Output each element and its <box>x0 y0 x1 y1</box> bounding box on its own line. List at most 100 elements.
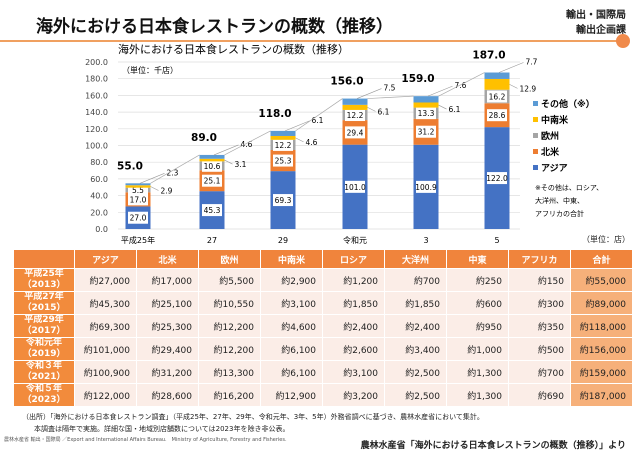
table-cell: 約1,850 <box>323 292 384 314</box>
table-cell: 約2,500 <box>385 361 446 383</box>
table-row: 平成27年 （2015） 約45,300 約25,100 約10,550 約3,100 約1… <box>14 292 632 314</box>
logo-flower-icon <box>616 34 630 48</box>
y-tick-label: 20.0 <box>90 208 108 217</box>
legend-swatch <box>533 117 538 122</box>
chart-note: 大洋州、中東、 <box>535 196 584 205</box>
table-cell: 約2,600 <box>323 338 384 360</box>
y-tick-label: 100.0 <box>85 142 108 151</box>
leader-line <box>224 159 233 165</box>
table-cell: 約13,300 <box>199 361 260 383</box>
x-tick-label: 3 <box>423 236 428 245</box>
y-tick-label: 140.0 <box>85 108 108 117</box>
table-cell: 約156,000 <box>571 338 632 360</box>
leader-line <box>356 88 382 99</box>
table-cell: 約1,300 <box>447 384 508 406</box>
row-header: 平成29年 （2017） <box>14 315 74 337</box>
table-cell: 約12,200 <box>199 315 260 337</box>
row-year: 令和３年 <box>25 361 62 371</box>
total-label: 89.0 <box>191 132 217 144</box>
legend-swatch <box>533 165 538 170</box>
leader-line <box>367 107 376 112</box>
table-cell: 約25,100 <box>137 292 198 314</box>
row-year-western: （2015） <box>22 303 66 313</box>
series-line <box>438 72 485 97</box>
bar-segment-4 <box>125 183 151 186</box>
column-header <box>14 250 74 268</box>
footnote-line1: （出所）「海外における日本食レストラン調査」（平成25年、27年、29年、令和元… <box>22 413 484 421</box>
row-year-western: （2023） <box>22 395 66 405</box>
data-label-box <box>128 211 148 224</box>
data-label: 29.4 <box>347 128 364 137</box>
leader-line <box>213 144 239 156</box>
table-cell: 約2,400 <box>323 315 384 337</box>
table-cell: 約1,200 <box>323 269 384 291</box>
table-cell: 約2,900 <box>261 269 322 291</box>
table-cell: 約31,200 <box>137 361 198 383</box>
table-cell: 約10,550 <box>199 292 260 314</box>
table-cell: 約89,000 <box>571 292 632 314</box>
row-year-western: （2013） <box>22 280 66 290</box>
row-year-western: （2019） <box>22 349 66 359</box>
data-table: アジア 北米 欧州 中南米 ロシア 大洋州 中東 アフリカ 合計 平成25年 （2013） 約27,… <box>13 249 633 407</box>
footnote-line2: 本調査は隔年で実施。詳細な国・地域別店舗数については2023年を除き非公表。 <box>34 425 290 433</box>
data-label: 4.6 <box>306 138 318 147</box>
data-label-box <box>487 172 507 185</box>
data-label-box <box>487 109 507 122</box>
organization-credit: 農林水産省 輸出・国際局 ／Export and International A… <box>4 437 287 443</box>
data-label: 10.6 <box>204 162 221 171</box>
table-cell: 約4,600 <box>261 315 322 337</box>
table-cell: 約250 <box>447 269 508 291</box>
data-label-box <box>273 154 293 167</box>
table-cell: 約12,200 <box>199 338 260 360</box>
y-tick-label: 160.0 <box>85 91 108 100</box>
data-label-box <box>416 180 436 193</box>
column-header: 中南米 <box>261 250 322 268</box>
data-label: 2.3 <box>167 168 179 177</box>
data-label-box <box>128 193 148 206</box>
row-header: 令和５年 （2023） <box>14 384 74 406</box>
table-cell: 約3,400 <box>385 338 446 360</box>
y-tick-label: 180.0 <box>85 75 108 84</box>
row-year-western: （2021） <box>22 372 66 382</box>
data-label: 45.3 <box>204 206 221 215</box>
data-label: 5.5 <box>132 186 144 195</box>
leader-line <box>150 186 159 191</box>
data-label: 6.1 <box>312 116 324 125</box>
table-cell: 約12,900 <box>261 384 322 406</box>
table-cell: 約17,000 <box>137 269 198 291</box>
table-cell: 約3,200 <box>323 384 384 406</box>
data-label-box <box>202 204 222 217</box>
leader-line <box>498 62 524 73</box>
table-cell: 約1,300 <box>447 361 508 383</box>
legend-label: 北米 <box>541 146 560 158</box>
x-tick-label: 5 <box>494 236 499 245</box>
table-cell: 約6,100 <box>261 361 322 383</box>
bar-segment-3 <box>484 78 510 90</box>
data-label: 12.2 <box>347 111 364 120</box>
leader-line <box>284 120 310 132</box>
data-label: 12.9 <box>520 84 537 93</box>
row-year: 令和５年 <box>25 384 62 394</box>
bar-segment-3 <box>413 102 439 108</box>
bar-segment-4 <box>342 98 368 105</box>
column-header: アフリカ <box>509 250 570 268</box>
table-cell: 約150 <box>509 269 570 291</box>
data-label: 2.9 <box>161 186 173 195</box>
data-label: 13.3 <box>418 109 435 118</box>
bar-segment-3 <box>199 158 225 162</box>
legend-label: 欧州 <box>541 130 559 142</box>
leader-line <box>427 85 453 97</box>
row-year: 平成25年 <box>24 269 64 279</box>
table-cell: 約28,600 <box>137 384 198 406</box>
table-cell: 約27,000 <box>75 269 136 291</box>
data-label-box <box>345 109 365 122</box>
data-label-box <box>273 194 293 207</box>
table-cell: 約100,900 <box>75 361 136 383</box>
column-header: 北米 <box>137 250 198 268</box>
table-cell: 約700 <box>509 361 570 383</box>
series-line <box>150 154 200 184</box>
table-cell: 約69,300 <box>75 315 136 337</box>
legend-swatch <box>533 101 538 106</box>
table-row: 平成29年 （2017） 約69,300 約25,300 約12,200 約4,600 約2… <box>14 315 632 337</box>
dept-line2: 輸出企画課 <box>576 25 626 36</box>
